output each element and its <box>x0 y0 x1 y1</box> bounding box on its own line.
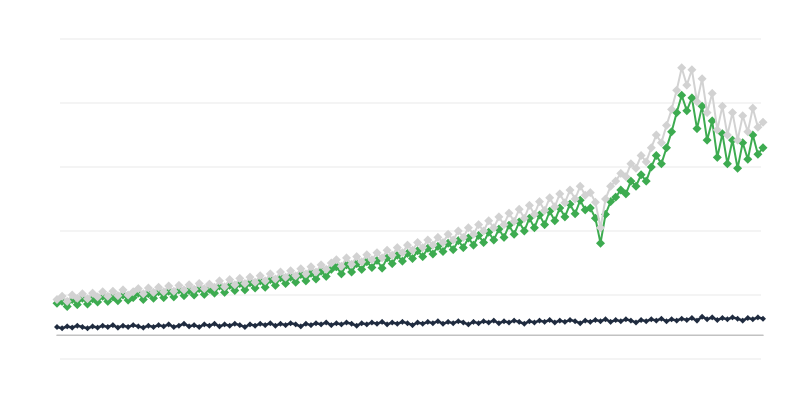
series-green-index-line <box>56 94 764 308</box>
series-navy-index <box>54 313 766 332</box>
series-green-index <box>52 90 768 311</box>
series-green-index-markers <box>52 90 768 311</box>
series-gray-index-markers <box>52 63 768 306</box>
series-navy-index-markers <box>54 313 766 332</box>
gridlines <box>60 38 761 360</box>
series-gray-index <box>52 63 768 306</box>
